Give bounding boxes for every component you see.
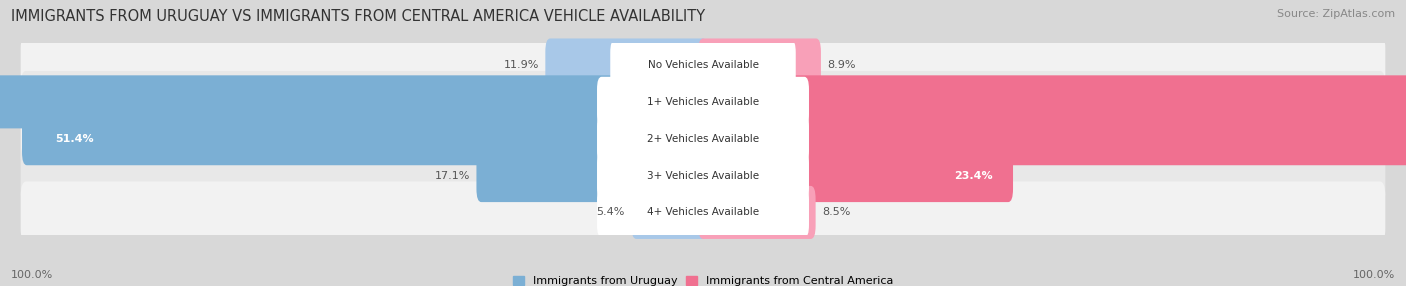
FancyBboxPatch shape xyxy=(699,149,1014,202)
Legend: Immigrants from Uruguay, Immigrants from Central America: Immigrants from Uruguay, Immigrants from… xyxy=(513,276,893,286)
Text: 100.0%: 100.0% xyxy=(11,270,53,280)
FancyBboxPatch shape xyxy=(477,149,707,202)
Text: 11.9%: 11.9% xyxy=(503,60,538,70)
FancyBboxPatch shape xyxy=(22,112,707,165)
Text: 3+ Vehicles Available: 3+ Vehicles Available xyxy=(647,170,759,180)
Text: 8.5%: 8.5% xyxy=(823,207,851,217)
FancyBboxPatch shape xyxy=(0,75,707,128)
FancyBboxPatch shape xyxy=(21,145,1385,206)
FancyBboxPatch shape xyxy=(699,112,1406,165)
FancyBboxPatch shape xyxy=(598,77,808,127)
FancyBboxPatch shape xyxy=(598,150,808,200)
FancyBboxPatch shape xyxy=(699,186,815,239)
FancyBboxPatch shape xyxy=(21,181,1385,243)
Text: 4+ Vehicles Available: 4+ Vehicles Available xyxy=(647,207,759,217)
FancyBboxPatch shape xyxy=(610,40,796,90)
Text: No Vehicles Available: No Vehicles Available xyxy=(648,60,758,70)
Text: 2+ Vehicles Available: 2+ Vehicles Available xyxy=(647,134,759,144)
Text: 1+ Vehicles Available: 1+ Vehicles Available xyxy=(647,97,759,107)
Text: 8.9%: 8.9% xyxy=(828,60,856,70)
Text: Source: ZipAtlas.com: Source: ZipAtlas.com xyxy=(1277,9,1395,19)
FancyBboxPatch shape xyxy=(699,75,1406,128)
Text: 100.0%: 100.0% xyxy=(1353,270,1395,280)
Text: 17.1%: 17.1% xyxy=(434,170,470,180)
Text: 51.4%: 51.4% xyxy=(55,134,94,144)
Text: 5.4%: 5.4% xyxy=(596,207,624,217)
FancyBboxPatch shape xyxy=(21,108,1385,170)
Text: 23.4%: 23.4% xyxy=(955,170,993,180)
FancyBboxPatch shape xyxy=(631,186,707,239)
FancyBboxPatch shape xyxy=(546,39,707,92)
FancyBboxPatch shape xyxy=(598,114,808,164)
Text: IMMIGRANTS FROM URUGUAY VS IMMIGRANTS FROM CENTRAL AMERICA VEHICLE AVAILABILITY: IMMIGRANTS FROM URUGUAY VS IMMIGRANTS FR… xyxy=(11,9,706,23)
FancyBboxPatch shape xyxy=(699,39,821,92)
FancyBboxPatch shape xyxy=(21,34,1385,96)
FancyBboxPatch shape xyxy=(598,187,808,237)
FancyBboxPatch shape xyxy=(21,71,1385,133)
